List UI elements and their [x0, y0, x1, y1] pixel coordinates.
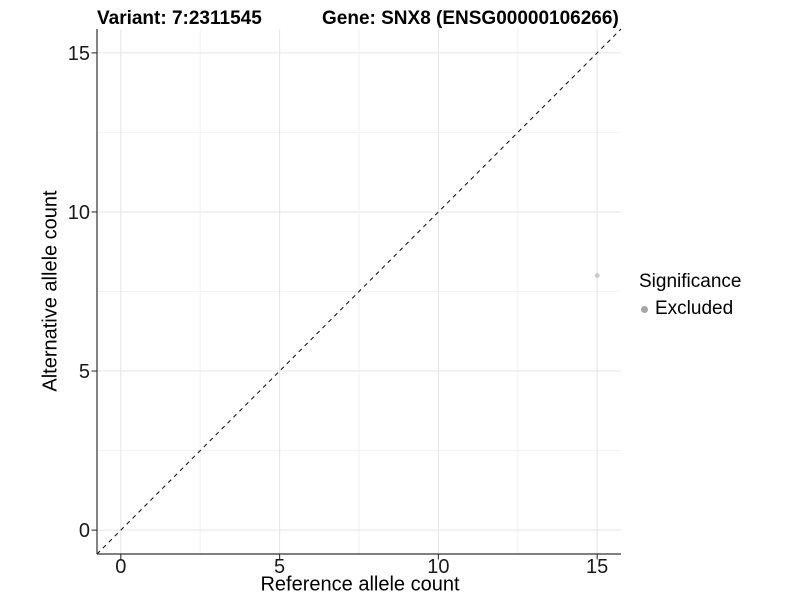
excluded-swatch-icon: [641, 305, 648, 313]
y-tick-label: 5: [79, 361, 90, 383]
legend: Significance Excluded: [639, 271, 741, 320]
plot-title-gene: Gene: SNX8 (ENSG00000106266): [322, 8, 619, 29]
plot-title-variant: Variant: 7:2311545: [97, 8, 262, 29]
legend-item-excluded: Excluded: [641, 298, 741, 320]
y-tick-label: 10: [68, 202, 90, 224]
legend-item-label: Excluded: [655, 298, 734, 319]
y-tick-label: 15: [68, 43, 90, 65]
identity-line: [96, 28, 622, 555]
legend-title: Significance: [639, 271, 742, 292]
data-point: [594, 273, 600, 278]
x-tick-label: 0: [115, 556, 126, 578]
y-axis-title: Alternative allele count: [39, 190, 62, 392]
x-axis-title: Reference allele count: [260, 573, 460, 596]
x-tick-label: 15: [586, 556, 608, 578]
x-tick-label: 10: [427, 556, 449, 578]
x-tick-label: 5: [274, 556, 285, 578]
y-tick-label: 0: [79, 520, 90, 542]
